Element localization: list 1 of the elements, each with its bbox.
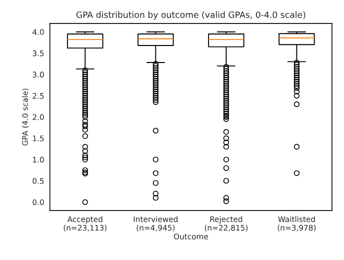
chart-title: GPA distribution by outcome (valid GPAs, 0-4.0 scale) (76, 11, 306, 20)
